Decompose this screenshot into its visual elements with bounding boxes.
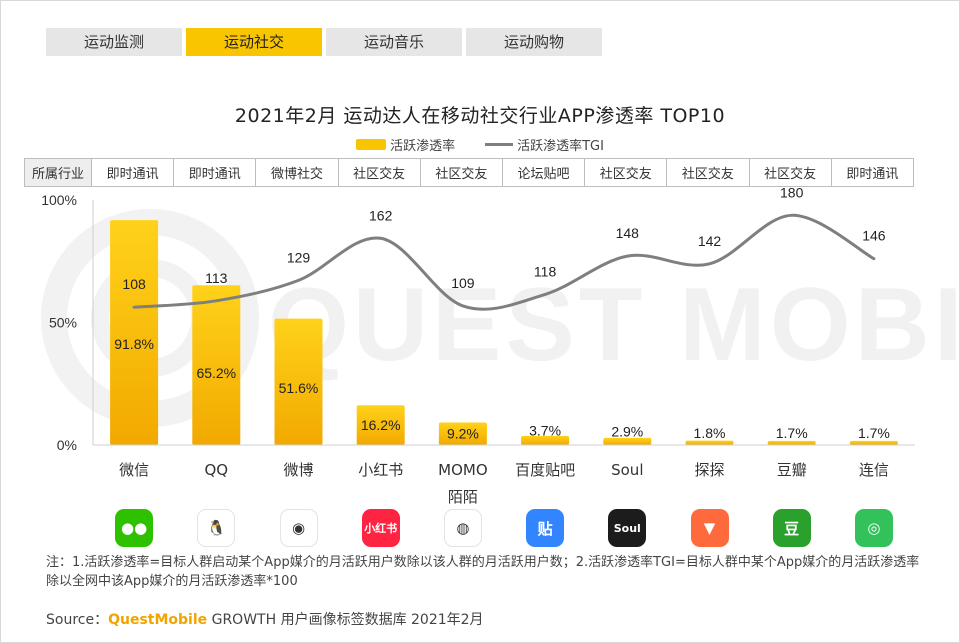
source-brand: QuestMobile <box>108 612 208 628</box>
legend-item-line: 活跃渗透率TGI <box>485 135 604 154</box>
watermark-text: QUEST MOBILE <box>268 267 960 383</box>
bar-data-label: 1.8% <box>694 425 726 441</box>
industry-cell: 社区交友 <box>337 158 421 187</box>
y-tick-label: 100% <box>41 192 77 208</box>
industry-cell: 社区交友 <box>419 158 503 187</box>
tgi-line <box>132 213 876 311</box>
y-tick-label: 50% <box>49 315 77 331</box>
bar-data-label: 1.7% <box>858 425 890 441</box>
bar-data-label: 2.9% <box>611 423 643 439</box>
x-tick-label: MOMO <box>438 461 488 479</box>
weibo-icon: ◉ <box>279 509 318 547</box>
legend-label-bar: 活跃渗透率 <box>390 139 456 154</box>
x-tick-label: 小红书 <box>358 461 403 479</box>
x-tick-label: Soul <box>611 461 643 479</box>
x-tick-label: QQ <box>204 461 228 479</box>
tab-sport-monitor[interactable]: 运动监测 <box>46 28 182 56</box>
momo-icon: ◍ <box>443 509 482 547</box>
legend-label-line: 活跃渗透率TGI <box>517 139 604 154</box>
qq-icon: 🐧 <box>197 509 236 547</box>
tab-sport-music[interactable]: 运动音乐 <box>326 28 462 56</box>
douban-icon: 豆 <box>772 509 811 547</box>
tantan-icon: ▼ <box>690 509 729 547</box>
tgi-data-label: 148 <box>616 225 640 241</box>
industry-cell: 即时通讯 <box>830 158 915 187</box>
y-tick-label: 0% <box>57 437 77 453</box>
tgi-data-label: 129 <box>287 249 311 265</box>
bar <box>685 440 734 445</box>
x-tick-label: 豆瓣 <box>777 461 807 479</box>
industry-row: 所属行业 即时通讯 即时通讯 微博社交 社区交友 社区交友 论坛贴吧 社区交友 … <box>24 158 915 187</box>
bar-data-label: 91.8% <box>114 336 154 352</box>
x-tick-label: 陌陌 <box>448 488 478 506</box>
bar <box>603 437 652 445</box>
bar <box>192 285 241 445</box>
legend-swatch-bar <box>356 139 387 150</box>
bar-data-label: 16.2% <box>361 417 401 433</box>
bar <box>274 318 323 445</box>
source-suffix: GROWTH 用户画像标签数据库 2021年2月 <box>207 612 484 628</box>
x-tick-label: 微博 <box>283 461 313 479</box>
source-line: Source：QuestMobile GROWTH 用户画像标签数据库 2021… <box>46 609 484 629</box>
tgi-data-label: 108 <box>122 276 146 292</box>
legend-item-bar: 活跃渗透率 <box>356 135 455 154</box>
app-icon-row: ●● 🐧 ◉ 小红书 ◍ 贴 Soul ▼ 豆 ◎ <box>0 509 960 549</box>
x-tick-label: 微信 <box>119 461 149 479</box>
bar-data-label: 51.6% <box>279 380 319 396</box>
chart-legend: 活跃渗透率 活跃渗透率TGI <box>0 135 960 154</box>
wechat-icon: ●● <box>115 509 154 547</box>
industry-table: 所属行业 即时通讯 即时通讯 微博社交 社区交友 社区交友 论坛贴吧 社区交友 … <box>24 158 915 187</box>
industry-cell: 社区交友 <box>666 158 750 187</box>
bar-data-label: 3.7% <box>529 422 561 438</box>
bar <box>110 220 159 445</box>
tgi-data-label: 109 <box>451 275 475 291</box>
tgi-data-label: 162 <box>369 207 393 223</box>
industry-cell: 论坛贴吧 <box>501 158 586 187</box>
x-tick-label: 连信 <box>859 461 889 479</box>
industry-cell: 社区交友 <box>748 158 832 187</box>
tgi-data-label: 180 <box>780 184 804 200</box>
tab-sport-shopping[interactable]: 运动购物 <box>466 28 602 56</box>
tieba-icon: 贴 <box>526 509 565 547</box>
x-tick-label: 探探 <box>694 461 724 479</box>
tgi-data-label: 118 <box>534 263 557 279</box>
industry-cell: 社区交友 <box>584 158 668 187</box>
x-tick-label: 百度贴吧 <box>515 461 575 479</box>
bar-data-label: 1.7% <box>776 425 808 441</box>
bar-data-label: 65.2% <box>196 365 236 381</box>
bar <box>438 422 487 445</box>
tgi-data-label: 142 <box>698 233 722 249</box>
bar <box>849 440 898 445</box>
source-prefix: Source： <box>46 612 109 628</box>
tab-sport-social[interactable]: 运动社交 <box>186 28 322 56</box>
industry-cell: 微博社交 <box>255 158 339 187</box>
legend-swatch-line <box>485 143 514 146</box>
tgi-data-label: 113 <box>205 270 228 286</box>
xiaohongshu-icon: 小红书 <box>361 509 400 547</box>
industry-header: 所属行业 <box>24 158 92 187</box>
chart-title: 2021年2月 运动达人在移动社交行业APP渗透率 TOP10 <box>234 105 726 127</box>
industry-cell: 即时通讯 <box>173 158 257 187</box>
bar <box>521 435 570 445</box>
bar <box>767 440 816 445</box>
tab-bar: 运动监测 运动社交 运动音乐 运动购物 <box>46 28 602 56</box>
soul-icon: Soul <box>608 509 647 547</box>
tgi-data-label: 146 <box>862 228 886 244</box>
industry-cell: 即时通讯 <box>90 158 175 187</box>
lianxin-icon: ◎ <box>854 509 893 547</box>
footnote: 注：1.活跃渗透率=目标人群启动某个App媒介的月活跃用户数除以该人群的月活跃用… <box>46 555 920 589</box>
bar-data-label: 9.2% <box>447 426 479 442</box>
bar <box>356 405 405 445</box>
